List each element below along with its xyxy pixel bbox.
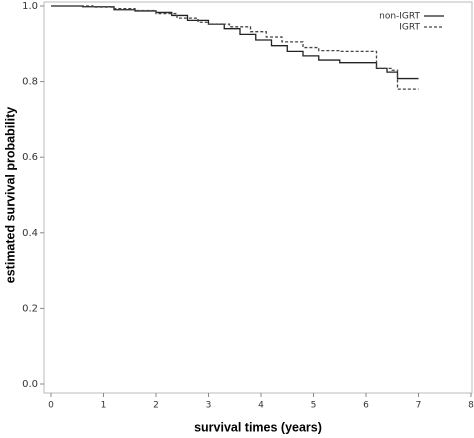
x-tick-label: 2 [153,401,159,411]
legend-label: non-IGRT [379,12,420,22]
x-tick-label: 6 [363,401,369,411]
x-tick-label: 4 [258,401,264,411]
legend-label: IGRT [399,23,420,33]
plot-frame [43,1,473,394]
x-axis-title: survival times (years) [194,420,322,434]
y-tick-label: 0.2 [22,303,38,314]
y-tick-label: 0.4 [22,228,38,239]
x-tick-label: 3 [206,401,212,411]
x-tick-label: 0 [48,401,54,411]
x-tick-label: 1 [101,401,107,411]
survival-curve [51,5,419,90]
y-tick-label: 1.0 [22,1,38,12]
survival-curve [51,5,419,80]
y-tick-label: 0.0 [22,379,38,390]
y-tick-label: 0.8 [22,77,38,88]
y-axis-title: estimated survival probability [3,107,17,283]
x-tick-label: 8 [468,401,474,411]
x-tick-label: 7 [416,401,422,411]
y-tick-label: 0.6 [22,152,38,163]
x-tick-label: 5 [311,401,317,411]
